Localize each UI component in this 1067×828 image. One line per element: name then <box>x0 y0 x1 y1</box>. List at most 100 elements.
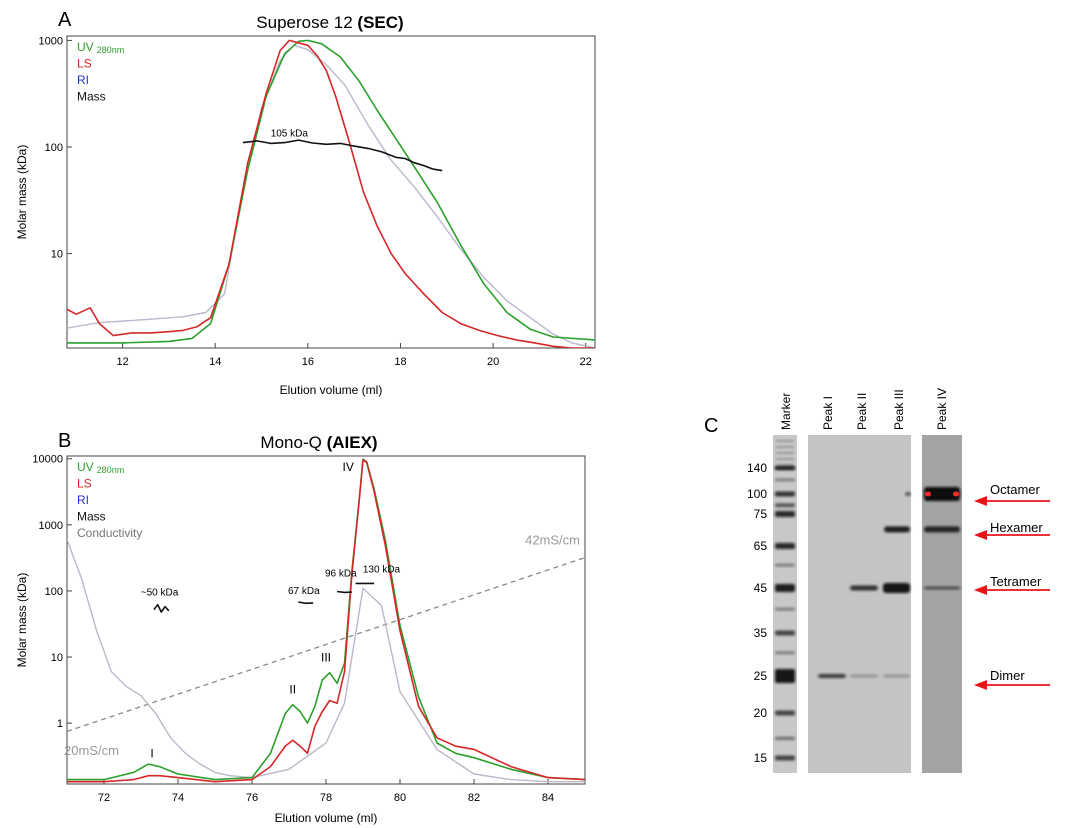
aiex-legend-label: Conductivity <box>77 526 142 540</box>
gel-sample-band <box>924 526 960 533</box>
panel-letter-b: B <box>58 430 71 452</box>
gel-marker-band <box>775 511 795 517</box>
aiex-ytick-label: 100 <box>45 586 63 598</box>
gel-marker-band <box>775 563 795 567</box>
aiex-annotation: I <box>150 747 153 761</box>
gel-marker-band <box>775 651 795 655</box>
sec-chart: Superose 12 (SEC) 12 14 16 18 20 22 10 100 1000 1… <box>15 13 596 397</box>
aiex-legend-label: UV <box>77 460 94 474</box>
gel-marker-band <box>775 584 795 592</box>
aiex-series-mass <box>337 590 352 594</box>
aiex-annotation: II <box>289 683 296 697</box>
sec-legend-sub: 280nm <box>97 45 125 55</box>
sec-ylabel: Molar mass (kDa) <box>15 145 29 240</box>
gel-marker-band <box>776 464 794 466</box>
sec-title-bold: (SEC) <box>357 13 403 32</box>
gel-marker-band <box>775 478 795 482</box>
sec-series-uv <box>67 39 595 344</box>
gel-kda-label: 65 <box>754 539 768 553</box>
gel-marker-band <box>775 466 795 470</box>
sec-legend-ri: RI <box>77 73 89 87</box>
sec-legend-uv: UV 280nm <box>77 40 124 55</box>
sec-legend-label: RI <box>77 73 89 87</box>
aiex-xlabel: Elution volume (ml) <box>275 811 378 825</box>
aiex-series-mass <box>153 603 170 613</box>
aiex-legend-mass: Mass <box>77 510 106 524</box>
aiex-legend-sub: 280nm <box>97 465 125 475</box>
gel-marker-band <box>776 446 794 448</box>
aiex-legend-label: RI <box>77 493 89 507</box>
aiex-ytick-label: 1 <box>57 718 63 730</box>
aiex-annotation: 130 kDa <box>363 565 401 576</box>
aiex-ylabel: Molar mass (kDa) <box>15 573 29 668</box>
aiex-series-mass <box>298 601 314 605</box>
sec-xtick-label: 20 <box>487 356 499 368</box>
aiex-title: Mono-Q (AIEX) <box>260 433 377 452</box>
gel-marker-band <box>776 440 794 442</box>
gel-band-label: Hexamer <box>990 520 1043 535</box>
aiex-xtick-label: 72 <box>98 792 110 804</box>
sec-plot-frame <box>66 35 596 349</box>
aiex-gradient-start-label: 20mS/cm <box>64 743 119 758</box>
gel-sample-band <box>883 583 910 593</box>
gel-kda-label: 35 <box>754 626 768 640</box>
aiex-title-plain: Mono-Q <box>260 433 321 452</box>
gel-sample-band <box>924 487 960 501</box>
aiex-legend: UV 280nm LS RI Mass Conductivity <box>77 460 142 540</box>
gel-arrow-head <box>974 530 987 540</box>
gel-sample-band <box>850 585 878 591</box>
gel-lane-label: Peak III <box>892 389 906 430</box>
gel-kda-label: 75 <box>754 507 768 521</box>
gel-marker-band <box>775 543 795 549</box>
gel-lane-label: Marker <box>779 393 793 430</box>
aiex-legend-ls: LS <box>77 477 92 491</box>
gel-kda-label: 140 <box>747 461 767 475</box>
gel-band-label: Dimer <box>990 668 1025 683</box>
aiex-legend-uv: UV 280nm <box>77 460 124 475</box>
sec-xtick-label: 12 <box>116 356 128 368</box>
sec-title-plain: Superose 12 <box>256 13 352 32</box>
gel-sample-band <box>818 674 846 678</box>
gel-band-label: Octamer <box>990 482 1041 497</box>
gel-marker-band <box>775 630 795 636</box>
aiex-ytick-label: 1000 <box>39 520 63 532</box>
gel-arrow-head <box>974 585 987 595</box>
gel-marker-band <box>775 607 795 611</box>
gel-arrow-head <box>974 496 987 506</box>
aiex-annotation: 67 kDa <box>288 586 320 597</box>
gel-marker-band <box>776 452 794 454</box>
sec-xtick-label: 14 <box>209 356 221 368</box>
gel-sample-band <box>884 526 910 533</box>
sec-annotation: 105 kDa <box>271 129 309 140</box>
panel-letter-a: A <box>58 9 72 31</box>
sec-legend-ls: LS <box>77 57 92 71</box>
sds-page-gel: Marker Peak I Peak II Peak III Peak IV 140 100… <box>747 388 1050 773</box>
sec-ytick-label: 1000 <box>39 35 63 47</box>
aiex-ytick-label: 10000 <box>32 454 63 466</box>
sec-legend-label: Mass <box>77 90 106 104</box>
aiex-legend-ri: RI <box>77 493 89 507</box>
gel-kda-label: 100 <box>747 487 767 501</box>
gel-main-bg <box>808 435 911 773</box>
aiex-gradient-line <box>67 556 585 733</box>
sec-ytick-label: 100 <box>45 142 63 154</box>
sec-xtick-label: 22 <box>580 356 592 368</box>
aiex-legend-label: Mass <box>77 510 106 524</box>
aiex-ytick-label: 10 <box>51 652 63 664</box>
gel-marker-band <box>775 710 795 716</box>
gel-kda-label: 25 <box>754 669 768 683</box>
gel-kda-label: 20 <box>754 706 768 720</box>
gel-lane-label: Peak IV <box>935 388 949 430</box>
gel-marker-lane-bg <box>773 435 797 773</box>
aiex-title-bold: (AIEX) <box>327 433 378 452</box>
gel-lane-label: Peak I <box>821 396 835 430</box>
aiex-gradient-end-label: 42mS/cm <box>525 533 580 548</box>
gel-sample-band <box>905 492 911 496</box>
aiex-legend-label: LS <box>77 477 92 491</box>
gel-marker-band <box>775 491 795 497</box>
aiex-series-ls <box>67 459 585 783</box>
aiex-annotation: IV <box>343 460 354 474</box>
aiex-xtick-label: 76 <box>246 792 258 804</box>
gel-kda-label: 45 <box>754 581 768 595</box>
